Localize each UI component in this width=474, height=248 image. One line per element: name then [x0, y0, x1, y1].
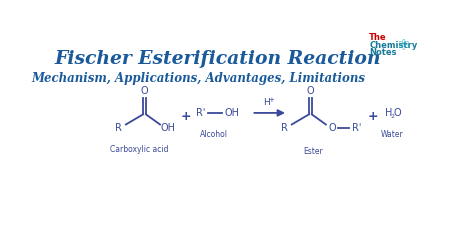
Text: 2: 2 — [390, 114, 394, 119]
Text: Fischer Esterification Reaction: Fischer Esterification Reaction — [55, 50, 382, 68]
Text: R': R' — [352, 123, 362, 133]
Text: Mechanism, Applications, Advantages, Limitations: Mechanism, Applications, Advantages, Lim… — [32, 72, 366, 85]
Text: Carboxylic acid: Carboxylic acid — [110, 145, 168, 154]
Text: R: R — [282, 123, 288, 133]
Text: Water: Water — [381, 130, 404, 139]
Text: OH: OH — [225, 108, 239, 118]
Text: ⚛: ⚛ — [396, 38, 410, 53]
Text: Ester: Ester — [303, 147, 322, 156]
Text: +: + — [368, 110, 378, 123]
Text: H: H — [263, 98, 270, 107]
Text: +: + — [180, 110, 191, 123]
Text: +: + — [269, 97, 274, 103]
Text: R: R — [116, 123, 122, 133]
Text: R': R' — [196, 108, 206, 118]
Text: OH: OH — [160, 123, 175, 133]
Text: The: The — [369, 33, 387, 42]
Text: O: O — [307, 86, 314, 96]
Text: H: H — [385, 108, 392, 118]
Text: O: O — [328, 123, 336, 133]
Text: Notes: Notes — [369, 48, 397, 57]
Text: Chemistry: Chemistry — [369, 41, 418, 50]
Text: O: O — [141, 86, 148, 96]
Text: Alcohol: Alcohol — [200, 130, 228, 139]
Text: O: O — [393, 108, 401, 118]
